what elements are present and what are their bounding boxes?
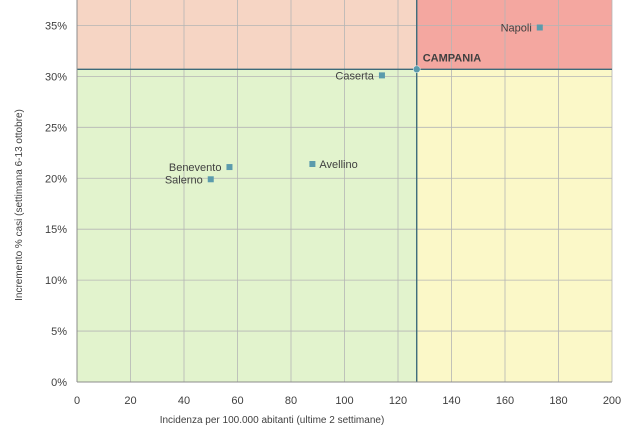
y-tick-label: 30% xyxy=(45,71,67,83)
data-point-label: Avellino xyxy=(319,159,357,171)
data-point-marker xyxy=(309,161,316,168)
data-point-label: Salerno xyxy=(165,174,203,186)
data-point-marker xyxy=(207,176,214,183)
x-tick-label: 120 xyxy=(389,395,407,407)
x-axis-title: Incidenza per 100.000 abitanti (ultime 2… xyxy=(160,415,385,425)
x-tick-label: 80 xyxy=(285,395,297,407)
y-tick-label: 15% xyxy=(45,224,67,236)
reference-lines xyxy=(77,0,612,382)
x-tick-label: 100 xyxy=(335,395,353,407)
data-point-marker xyxy=(536,24,543,31)
x-tick-label: 40 xyxy=(178,395,190,407)
y-tick-label: 0% xyxy=(51,377,67,389)
data-points: Napoli Caserta CAMPANIA Avellino BeneventoSa… xyxy=(165,23,543,186)
quadrant-backgrounds xyxy=(77,0,612,382)
data-point-marker xyxy=(378,72,385,79)
x-tick-label: 180 xyxy=(549,395,567,407)
y-axis-title: Incremento % casi (settimana 6-13 ottobr… xyxy=(14,109,25,301)
x-tick-label: 160 xyxy=(496,395,514,407)
x-tick-label: 0 xyxy=(74,395,80,407)
data-point-label: Caserta xyxy=(335,70,374,82)
axes: 0 20 40 60 80 100 120 140 160 180 200 0% 5% 10% 15% 20%… xyxy=(45,0,621,407)
x-tick-label: 20 xyxy=(124,395,136,407)
data-point-label: Benevento xyxy=(169,162,222,174)
data-point-label: CAMPANIA xyxy=(423,52,482,64)
quadrant-top-right xyxy=(416,0,612,70)
quadrant-bottom-right xyxy=(416,69,612,382)
data-point-label: Napoli xyxy=(501,23,532,35)
y-tick-label: 20% xyxy=(45,173,67,185)
x-tick-label: 200 xyxy=(603,395,621,407)
data-point-marker xyxy=(412,65,421,74)
y-tick-label: 10% xyxy=(45,275,67,287)
x-tick-label: 140 xyxy=(442,395,460,407)
quadrant-top-left xyxy=(77,0,417,70)
y-tick-label: 5% xyxy=(51,326,67,338)
data-point-marker xyxy=(226,164,233,171)
x-tick-label: 60 xyxy=(231,395,243,407)
y-tick-label: 25% xyxy=(45,122,67,134)
quadrant-bottom-left xyxy=(77,69,417,382)
y-tick-label: 35% xyxy=(45,20,67,32)
